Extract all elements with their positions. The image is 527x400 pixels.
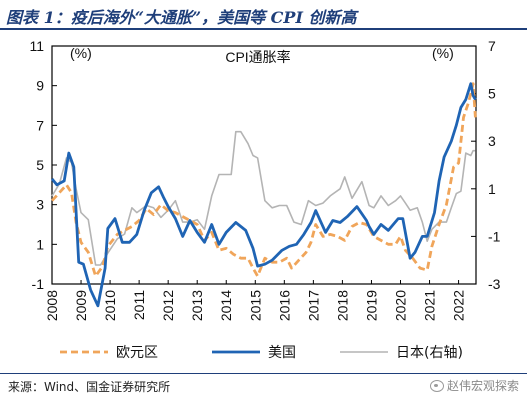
- x-tick-label: 2015: [247, 290, 263, 321]
- x-tick-label: 2016: [276, 290, 292, 321]
- right-tick-label: -1: [488, 228, 501, 244]
- chart-inner-title: CPI通胀率: [225, 49, 290, 65]
- left-tick-label: 5: [36, 157, 44, 173]
- right-tick-label: -3: [488, 276, 501, 292]
- x-tick-label: 2013: [189, 290, 205, 321]
- x-tick-label: 2010: [102, 290, 118, 321]
- x-tick-label: 2017: [305, 290, 321, 321]
- right-unit-label: (%): [432, 45, 454, 61]
- series-line-1: [50, 82, 477, 308]
- x-tick-label: 2012: [160, 290, 176, 321]
- watermark: 赵伟宏观探索: [429, 377, 519, 394]
- cpi-line-chart: CPI通胀率 (%) (%) -1 1 3 5 7 9 11 -3 -1 1 3 5 7 2008 2009…: [29, 38, 501, 361]
- plot-frame: [51, 45, 477, 285]
- right-tick-label: 1: [488, 181, 496, 197]
- figure-title: 图表 1：疫后海外“大通胀”，美国等 CPI 创新高: [6, 8, 357, 27]
- footer-rule: [0, 373, 527, 374]
- left-tick-label: -1: [32, 276, 45, 292]
- x-tick-label: 2009: [73, 290, 89, 321]
- x-tick-label: 2018: [334, 290, 350, 321]
- source-note: 来源：Wind、国金证券研究所: [8, 380, 171, 394]
- right-tick-label: 5: [488, 86, 496, 102]
- x-tick-label: 2021: [422, 290, 438, 321]
- right-tick-label: 7: [488, 38, 496, 54]
- legend-label-2: 日本(右轴): [396, 345, 463, 361]
- left-tick-label: 9: [36, 78, 44, 94]
- right-tick-label: 3: [488, 133, 496, 149]
- series-line-2: [51, 130, 476, 266]
- legend-label-1: 美国: [268, 345, 296, 361]
- wechat-icon: [429, 379, 444, 392]
- left-tick-label: 1: [36, 236, 44, 252]
- series-line-0: [50, 82, 477, 278]
- x-tick-label: 2014: [218, 290, 234, 321]
- x-tick-label: 2011: [131, 290, 147, 320]
- left-tick-label: 7: [36, 117, 44, 133]
- x-tick-label: 2019: [363, 290, 379, 321]
- x-tick-label: 2020: [392, 290, 408, 321]
- left-tick-label: 3: [36, 197, 44, 213]
- legend-label-0: 欧元区: [116, 345, 158, 361]
- watermark-text: 赵伟宏观探索: [446, 379, 519, 393]
- title-rule: [0, 28, 527, 30]
- x-tick-label: 2008: [44, 290, 60, 321]
- left-unit-label: (%): [70, 45, 92, 61]
- left-tick-label: 11: [29, 38, 44, 54]
- x-tick-label: 2022: [451, 290, 467, 321]
